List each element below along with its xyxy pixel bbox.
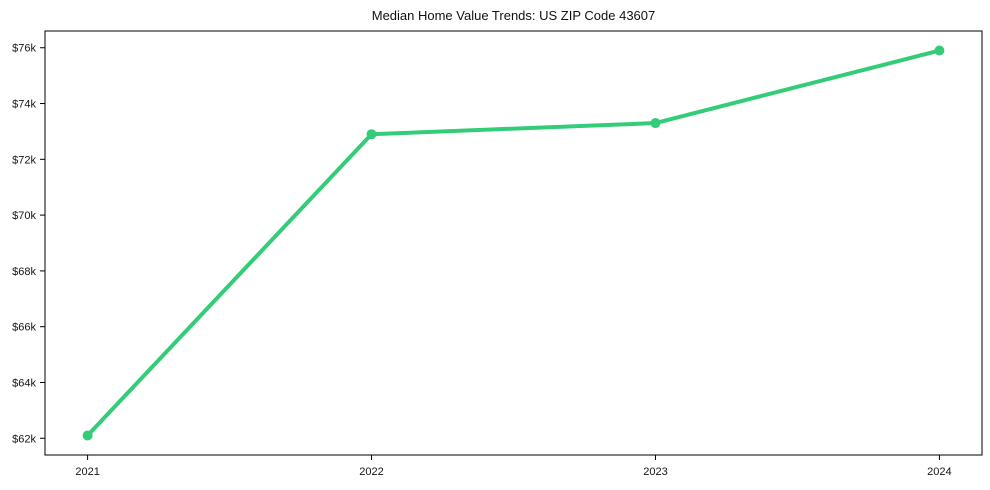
y-tick-label: $70k [12,210,36,222]
y-tick-label: $66k [12,322,36,334]
y-tick-label: $68k [12,266,36,278]
y-tick-label: $74k [12,99,36,111]
y-tick-label: $64k [12,377,36,389]
x-tick-label: 2023 [643,466,667,478]
x-tick-label: 2024 [927,466,951,478]
x-tick-label: 2021 [75,466,99,478]
x-tick-label: 2022 [359,466,383,478]
y-tick-label: $62k [12,433,36,445]
data-point [82,430,93,441]
data-point [366,129,377,140]
data-point [934,45,945,56]
chart-title: Median Home Value Trends: US ZIP Code 43… [371,8,656,23]
data-point [650,118,661,129]
y-tick-label: $72k [12,154,36,166]
y-tick-label: $76k [12,43,36,55]
trend-line [85,48,942,438]
plot-frame [44,30,983,456]
